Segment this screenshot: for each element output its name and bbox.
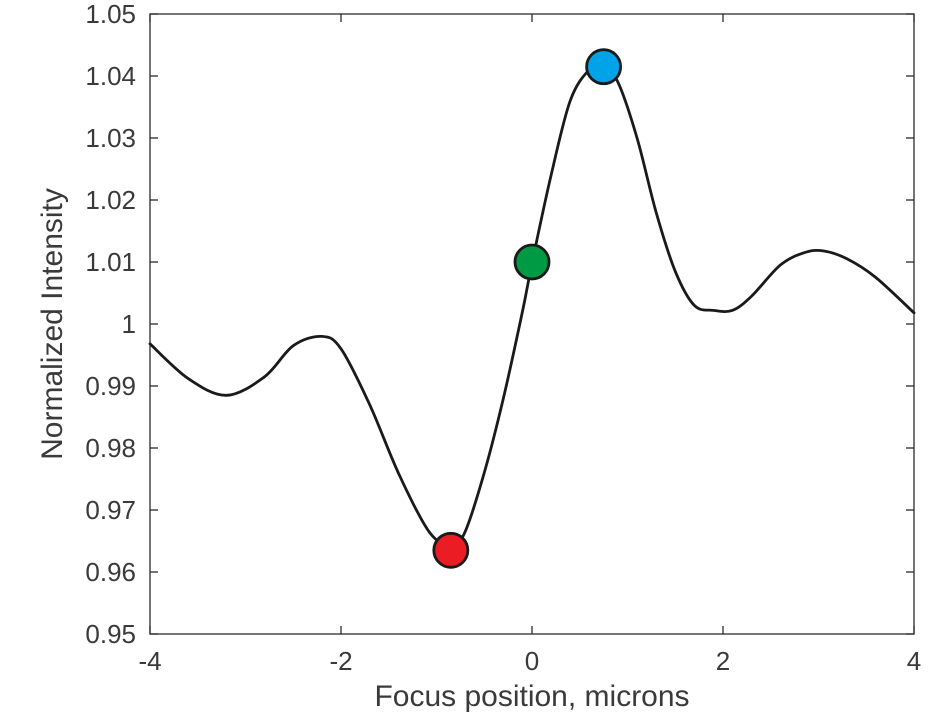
y-tick-label: 0.96 (85, 557, 136, 587)
y-axis-ticks (150, 13, 914, 635)
data-marker (432, 531, 470, 569)
series-line (148, 63, 916, 553)
x-tick-label: 4 (907, 646, 921, 676)
y-tick-label: 1.05 (85, 0, 136, 29)
x-axis-ticks (149, 14, 915, 634)
data-markers (432, 48, 623, 569)
y-axis-tick-labels: 0.95 0.96 0.97 0.98 0.99 1 1.01 1.02 1.03 1.04 1.0… (85, 0, 136, 649)
y-axis-label: Normalized Intensity (36, 188, 69, 460)
y-tick-label: 1.02 (85, 185, 136, 215)
x-axis-label: Focus position, microns (374, 680, 689, 713)
y-tick-label: 1.01 (85, 247, 136, 277)
y-tick-label: 1 (122, 309, 136, 339)
x-tick-label: 0 (525, 646, 539, 676)
data-marker (513, 243, 551, 281)
y-tick-label: 1.04 (85, 61, 136, 91)
y-tick-label: 1.03 (85, 123, 136, 153)
y-tick-label: 0.97 (85, 495, 136, 525)
x-tick-label: 2 (716, 646, 730, 676)
y-tick-label: 0.98 (85, 433, 136, 463)
plot-frame (149, 13, 915, 635)
data-marker (585, 48, 623, 86)
x-axis-tick-labels: -4 -2 0 2 4 (138, 646, 921, 676)
x-tick-label: -4 (138, 646, 161, 676)
y-tick-label: 0.99 (85, 371, 136, 401)
y-tick-label: 0.95 (85, 619, 136, 649)
x-tick-label: -2 (329, 646, 352, 676)
